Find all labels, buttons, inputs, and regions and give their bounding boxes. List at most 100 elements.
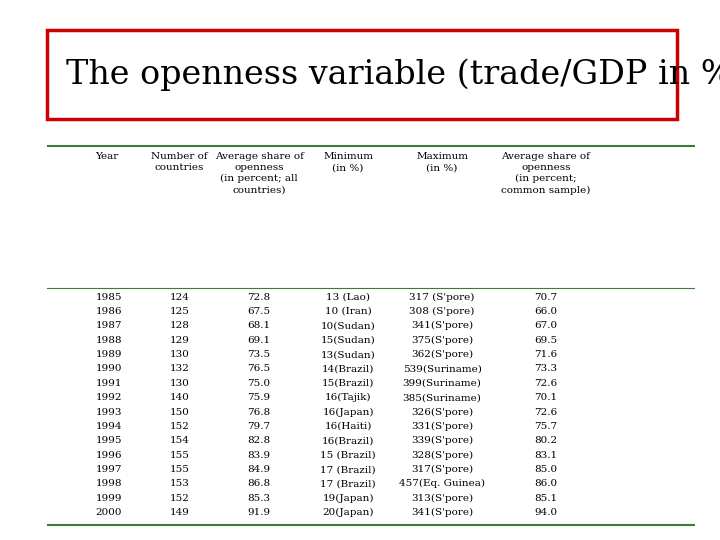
Text: 308 (S'pore): 308 (S'pore)	[410, 307, 474, 316]
Text: 125: 125	[170, 307, 189, 316]
Text: 2000: 2000	[95, 508, 122, 517]
Text: 317(S'pore): 317(S'pore)	[411, 465, 473, 474]
Text: 16(Haiti): 16(Haiti)	[325, 422, 372, 431]
Text: 341(S'pore): 341(S'pore)	[411, 321, 473, 330]
Text: 10 (Iran): 10 (Iran)	[325, 307, 372, 316]
Text: 328(S'pore): 328(S'pore)	[411, 450, 473, 460]
Text: 94.0: 94.0	[534, 508, 557, 517]
Text: 152: 152	[170, 494, 189, 503]
Text: 457(Eq. Guinea): 457(Eq. Guinea)	[399, 480, 485, 489]
Text: 1999: 1999	[95, 494, 122, 503]
Text: 1989: 1989	[95, 350, 122, 359]
Text: 91.9: 91.9	[248, 508, 271, 517]
Text: Minimum
(in %): Minimum (in %)	[323, 152, 373, 172]
Text: 15 (Brazil): 15 (Brazil)	[320, 451, 376, 460]
Text: 128: 128	[170, 321, 189, 330]
Text: 75.0: 75.0	[248, 379, 271, 388]
Text: 16(Brazil): 16(Brazil)	[322, 436, 374, 446]
Text: 85.3: 85.3	[248, 494, 271, 503]
Text: 317 (S'pore): 317 (S'pore)	[410, 293, 474, 302]
Text: 70.7: 70.7	[534, 293, 557, 301]
Text: 10(Sudan): 10(Sudan)	[320, 321, 376, 330]
Text: 155: 155	[170, 451, 189, 460]
Text: 339(S'pore): 339(S'pore)	[411, 436, 473, 446]
Text: 80.2: 80.2	[534, 436, 557, 446]
Text: 69.5: 69.5	[534, 336, 557, 345]
Text: 1991: 1991	[95, 379, 122, 388]
Text: 75.9: 75.9	[248, 393, 271, 402]
Text: 71.6: 71.6	[534, 350, 557, 359]
Text: 86.8: 86.8	[248, 480, 271, 488]
Text: 149: 149	[170, 508, 189, 517]
Text: Average share of
openness
(in percent; all
countries): Average share of openness (in percent; a…	[215, 152, 303, 194]
Text: 129: 129	[170, 336, 189, 345]
Text: 85.1: 85.1	[534, 494, 557, 503]
Text: 20(Japan): 20(Japan)	[323, 508, 374, 517]
Text: 73.3: 73.3	[534, 364, 557, 374]
Text: 140: 140	[170, 393, 189, 402]
Text: 67.5: 67.5	[248, 307, 271, 316]
Text: 75.7: 75.7	[534, 422, 557, 431]
Text: 72.6: 72.6	[534, 408, 557, 416]
Text: 154: 154	[170, 436, 189, 446]
Text: 313(S'pore): 313(S'pore)	[411, 494, 473, 503]
Text: The openness variable (trade/GDP in %): The openness variable (trade/GDP in %)	[66, 58, 720, 91]
Text: 16(Japan): 16(Japan)	[323, 408, 374, 416]
Text: 1990: 1990	[95, 364, 122, 374]
Text: 13(Sudan): 13(Sudan)	[320, 350, 376, 359]
Text: 76.5: 76.5	[248, 364, 271, 374]
Text: 85.0: 85.0	[534, 465, 557, 474]
Text: 1986: 1986	[95, 307, 122, 316]
Text: 1987: 1987	[95, 321, 122, 330]
Text: 1993: 1993	[95, 408, 122, 416]
Text: 16(Tajik): 16(Tajik)	[325, 393, 372, 402]
Text: 73.5: 73.5	[248, 350, 271, 359]
Text: 399(Suriname): 399(Suriname)	[402, 379, 482, 388]
Text: 79.7: 79.7	[248, 422, 271, 431]
Text: 1998: 1998	[95, 480, 122, 488]
Text: 15(Brazil): 15(Brazil)	[322, 379, 374, 388]
Text: Number of
countries: Number of countries	[151, 152, 208, 172]
Text: 130: 130	[170, 350, 189, 359]
Text: 83.1: 83.1	[534, 451, 557, 460]
Text: 375(S'pore): 375(S'pore)	[411, 336, 473, 345]
Text: 124: 124	[170, 293, 189, 301]
Text: 82.8: 82.8	[248, 436, 271, 446]
Text: 326(S'pore): 326(S'pore)	[411, 408, 473, 416]
Text: 1997: 1997	[95, 465, 122, 474]
Text: 362(S'pore): 362(S'pore)	[411, 350, 473, 359]
Text: 15(Sudan): 15(Sudan)	[320, 336, 376, 345]
Text: 1994: 1994	[95, 422, 122, 431]
Text: 153: 153	[170, 480, 189, 488]
Text: 86.0: 86.0	[534, 480, 557, 488]
Text: 83.9: 83.9	[248, 451, 271, 460]
Text: 1985: 1985	[95, 293, 122, 301]
Text: 341(S'pore): 341(S'pore)	[411, 508, 473, 517]
Text: 68.1: 68.1	[248, 321, 271, 330]
Text: Average share of
openness
(in percent;
common sample): Average share of openness (in percent; c…	[501, 152, 590, 195]
Text: 1992: 1992	[95, 393, 122, 402]
Text: 155: 155	[170, 465, 189, 474]
Text: 66.0: 66.0	[534, 307, 557, 316]
Text: 72.8: 72.8	[248, 293, 271, 301]
Text: 70.1: 70.1	[534, 393, 557, 402]
Text: 17 (Brazil): 17 (Brazil)	[320, 480, 376, 488]
Text: 331(S'pore): 331(S'pore)	[411, 422, 473, 431]
Text: 132: 132	[170, 364, 189, 374]
Text: 539(Suriname): 539(Suriname)	[402, 364, 482, 374]
Text: 152: 152	[170, 422, 189, 431]
Text: 130: 130	[170, 379, 189, 388]
Text: 84.9: 84.9	[248, 465, 271, 474]
Text: 19(Japan): 19(Japan)	[323, 494, 374, 503]
Text: 150: 150	[170, 408, 189, 416]
Text: Maximum
(in %): Maximum (in %)	[416, 152, 468, 172]
Text: 13 (Lao): 13 (Lao)	[326, 293, 370, 301]
Text: Year: Year	[95, 152, 119, 161]
Text: 1988: 1988	[95, 336, 122, 345]
Text: 17 (Brazil): 17 (Brazil)	[320, 465, 376, 474]
Text: 76.8: 76.8	[248, 408, 271, 416]
Text: 1995: 1995	[95, 436, 122, 446]
Text: 72.6: 72.6	[534, 379, 557, 388]
Text: 385(Suriname): 385(Suriname)	[402, 393, 482, 402]
Text: 14(Brazil): 14(Brazil)	[322, 364, 374, 374]
